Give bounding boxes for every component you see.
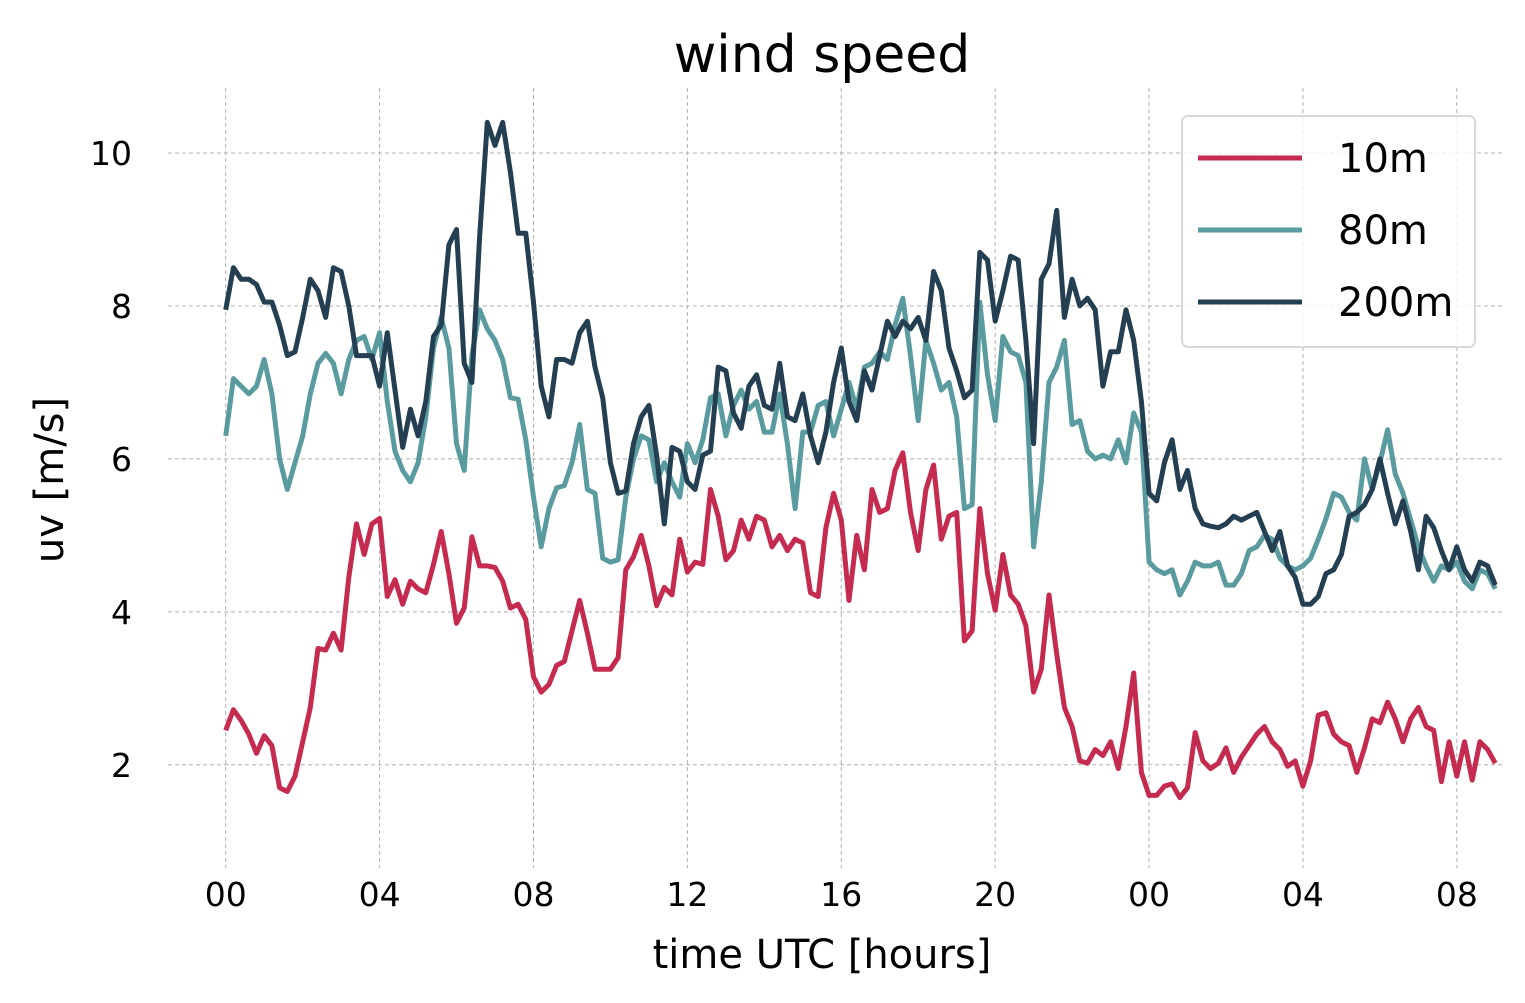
x-tick-label: 08 <box>512 875 554 914</box>
series-line-200m <box>223 119 1498 607</box>
y-axis-ticks: 2 4 6 8 10 <box>90 134 132 785</box>
x-tick-label: 16 <box>820 875 862 914</box>
legend-label: 200m <box>1338 280 1453 326</box>
x-tick-label: 00 <box>1128 875 1170 914</box>
y-tick-label: 10 <box>90 134 132 173</box>
x-tick-label: 12 <box>666 875 708 914</box>
chart-title: wind speed <box>674 25 971 85</box>
x-tick-label: 04 <box>359 875 401 914</box>
series-line-10m <box>223 450 1498 801</box>
y-tick-label: 6 <box>111 440 132 479</box>
y-tick-label: 8 <box>111 287 132 326</box>
x-axis-label: time UTC [hours] <box>653 932 992 978</box>
legend-box <box>1181 115 1476 348</box>
legend-label: 80m <box>1338 208 1428 254</box>
legend: 10m 80m 200m <box>1181 115 1476 348</box>
x-tick-label: 04 <box>1282 875 1324 914</box>
y-tick-label: 2 <box>111 746 132 785</box>
y-tick-label: 4 <box>111 593 132 632</box>
y-axis-label: uv [m/s] <box>27 397 73 563</box>
x-tick-label: 08 <box>1436 875 1478 914</box>
x-tick-label: 20 <box>974 875 1016 914</box>
series-lines <box>223 119 1498 801</box>
legend-label: 10m <box>1338 136 1428 182</box>
x-axis-ticks: 00 04 08 12 16 20 00 04 08 <box>205 875 1478 914</box>
x-tick-label: 00 <box>205 875 247 914</box>
